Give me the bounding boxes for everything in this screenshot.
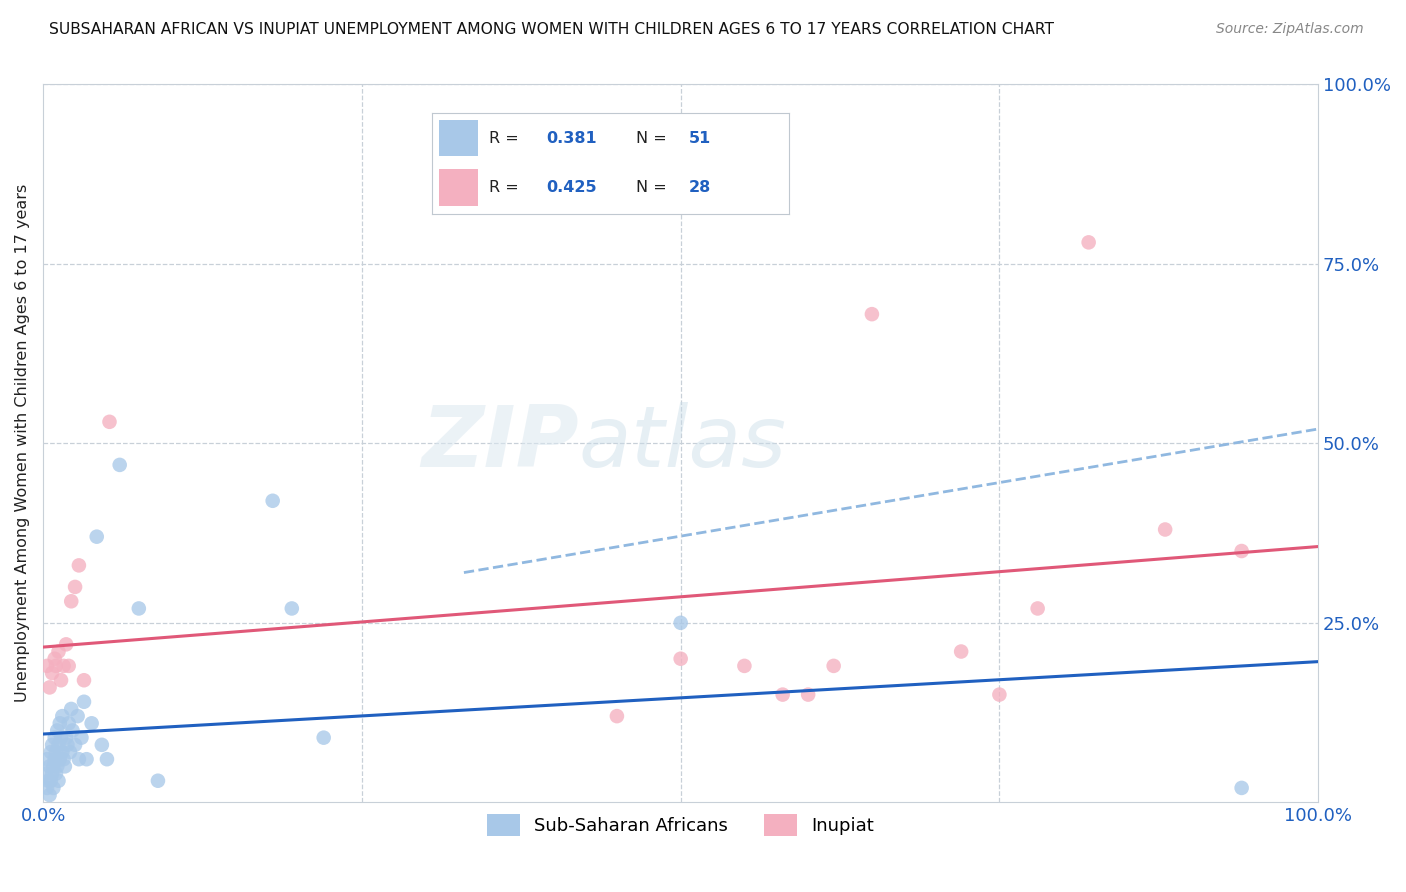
Point — [38, 788, 60, 802]
Point — [39, 745, 62, 759]
Point — [44, 651, 66, 665]
Point — [41, 766, 63, 780]
Point — [55, 731, 77, 745]
Point — [35, 659, 58, 673]
Point — [39, 773, 62, 788]
Point — [35, 766, 58, 780]
Text: atlas: atlas — [579, 402, 787, 485]
Point — [96, 752, 118, 766]
Point — [42, 780, 65, 795]
Point — [606, 709, 628, 723]
Point — [37, 773, 59, 788]
Point — [80, 716, 103, 731]
Point — [52, 752, 75, 766]
Point — [51, 709, 73, 723]
Point — [38, 759, 60, 773]
Point — [988, 688, 1011, 702]
Point — [262, 493, 284, 508]
Point — [48, 738, 70, 752]
Point — [860, 307, 883, 321]
Point — [46, 723, 69, 738]
Point — [38, 681, 60, 695]
Point — [66, 709, 89, 723]
Point — [76, 752, 98, 766]
Point — [1026, 601, 1049, 615]
Point — [669, 651, 692, 665]
Point — [56, 738, 79, 752]
Point — [46, 759, 69, 773]
Point — [42, 759, 65, 773]
Point — [51, 745, 73, 759]
Legend: Sub-Saharan Africans, Inupiat: Sub-Saharan Africans, Inupiat — [479, 807, 882, 844]
Point — [60, 702, 83, 716]
Point — [45, 745, 67, 759]
Text: SUBSAHARAN AFRICAN VS INUPIAT UNEMPLOYMENT AMONG WOMEN WITH CHILDREN AGES 6 TO 1: SUBSAHARAN AFRICAN VS INUPIAT UNEMPLOYME… — [49, 22, 1054, 37]
Point — [53, 759, 76, 773]
Point — [49, 673, 72, 688]
Point — [67, 752, 90, 766]
Point — [128, 601, 150, 615]
Point — [67, 558, 90, 573]
Point — [281, 601, 304, 615]
Point — [62, 723, 84, 738]
Point — [49, 752, 72, 766]
Point — [772, 688, 794, 702]
Point — [63, 738, 86, 752]
Point — [60, 594, 83, 608]
Point — [90, 738, 112, 752]
Point — [52, 659, 75, 673]
Point — [49, 716, 72, 731]
Point — [58, 716, 80, 731]
Point — [59, 745, 82, 759]
Point — [950, 644, 973, 658]
Point — [70, 731, 93, 745]
Point — [146, 773, 169, 788]
Point — [45, 766, 67, 780]
Point — [48, 773, 70, 788]
Point — [41, 666, 63, 681]
Point — [1154, 523, 1177, 537]
Point — [733, 659, 755, 673]
Point — [669, 615, 692, 630]
Point — [44, 752, 66, 766]
Point — [35, 752, 58, 766]
Text: Source: ZipAtlas.com: Source: ZipAtlas.com — [1216, 22, 1364, 37]
Point — [41, 738, 63, 752]
Point — [55, 637, 77, 651]
Point — [86, 530, 108, 544]
Point — [1230, 780, 1253, 795]
Point — [48, 644, 70, 658]
Y-axis label: Unemployment Among Women with Children Ages 6 to 17 years: Unemployment Among Women with Children A… — [15, 185, 30, 703]
Point — [73, 695, 96, 709]
Point — [312, 731, 335, 745]
Point — [98, 415, 121, 429]
Point — [1230, 544, 1253, 558]
Point — [63, 580, 86, 594]
Point — [797, 688, 820, 702]
Point — [58, 659, 80, 673]
Point — [44, 731, 66, 745]
Point — [1077, 235, 1099, 250]
Point — [108, 458, 131, 472]
Point — [49, 731, 72, 745]
Point — [73, 673, 96, 688]
Point — [45, 659, 67, 673]
Text: ZIP: ZIP — [420, 402, 579, 485]
Point — [35, 780, 58, 795]
Point — [823, 659, 845, 673]
